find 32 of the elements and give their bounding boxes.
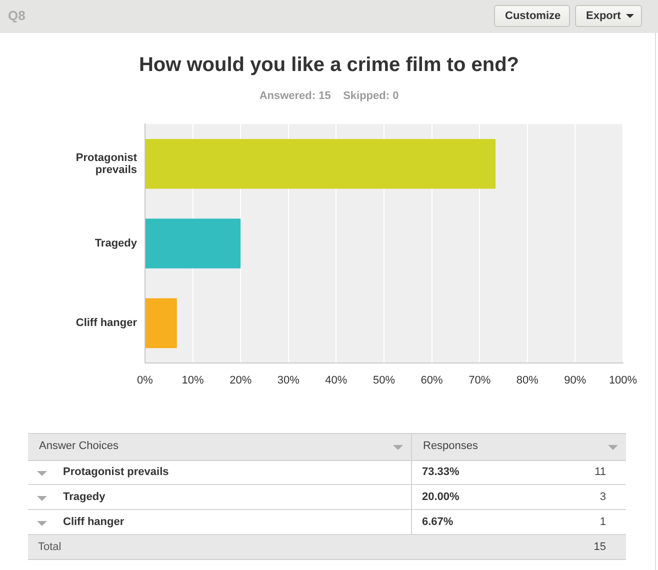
button: Export bbox=[575, 5, 642, 27]
x-tick-label: 30% bbox=[277, 374, 300, 387]
text: Answer Choices bbox=[39, 439, 118, 454]
category-label: Protagonist prevails bbox=[63, 466, 169, 478]
chart-title: How would you like a crime film to end? bbox=[138, 54, 520, 76]
x-tick-label: 70% bbox=[468, 374, 491, 387]
text: 3 bbox=[600, 490, 606, 505]
text: 20.00% bbox=[422, 490, 460, 505]
x-tick-label: 60% bbox=[420, 374, 444, 387]
x-tick-label: 80% bbox=[516, 374, 539, 387]
text: 11 bbox=[594, 465, 606, 480]
x-tick-label: 20% bbox=[230, 374, 252, 387]
chart-subtitle: Answered: 15 Skipped: 0 bbox=[259, 90, 399, 102]
y-tick-label: Cliff hanger bbox=[76, 317, 138, 330]
x-tick-label: 100% bbox=[608, 374, 638, 387]
text: Responses bbox=[423, 439, 478, 454]
x-tick-label: 0% bbox=[137, 374, 154, 387]
button: Customize bbox=[494, 5, 570, 27]
text: Total bbox=[38, 540, 62, 555]
y-tick-label: Tragedy bbox=[94, 238, 138, 250]
text: 1 bbox=[600, 515, 606, 530]
category-label: Tragedy bbox=[63, 491, 106, 503]
text: 6.67% bbox=[422, 515, 454, 530]
x-tick-label: 40% bbox=[325, 374, 348, 387]
text: 15 bbox=[594, 540, 606, 555]
x-tick-label: 50% bbox=[372, 374, 396, 387]
text: 73.33% bbox=[422, 465, 460, 480]
x-tick-label: 10% bbox=[182, 374, 204, 387]
category-label: Cliff hanger bbox=[63, 516, 124, 528]
y-tick-label: Protagonist prevails bbox=[76, 152, 138, 176]
x-tick-label: 90% bbox=[564, 374, 586, 387]
text: Q8 bbox=[8, 8, 26, 24]
